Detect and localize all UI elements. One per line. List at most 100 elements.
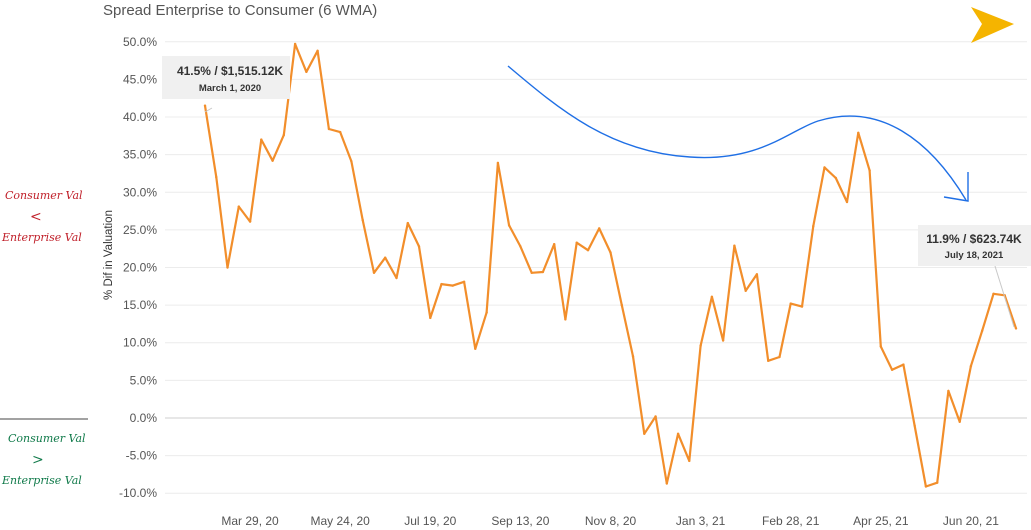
note-upper-line-2: Enterprise Val [1,231,82,244]
x-tick-label: Jun 20, 21 [943,514,999,528]
data-point [372,271,376,274]
annotation-july: 11.9% / $623.74K July 18, 2021 [918,225,1031,328]
data-point [879,345,882,348]
data-point [293,42,297,46]
data-point [800,305,804,308]
data-point [823,166,826,169]
data-point [699,344,702,347]
data-point [936,481,939,484]
annotation-date: July 18, 2021 [945,250,1004,261]
data-point [868,169,871,172]
data-point [665,482,668,485]
data-point [643,432,646,435]
data-point [564,318,567,321]
chart-title: Spread Enterprise to Consumer (6 WMA) [103,2,377,19]
data-point [282,133,285,137]
data-point [237,205,240,208]
data-point [778,355,781,359]
data-point [676,432,680,435]
data-point [496,161,500,165]
series-layer [203,42,1018,488]
data-point [339,130,342,134]
data-point [260,138,263,141]
data-point [440,282,443,286]
data-point [733,244,736,247]
y-tick-label: -10.0% [119,486,157,500]
y-tick-label: 35.0% [123,148,157,162]
data-point [890,368,894,371]
y-tick-label: 15.0% [123,298,157,312]
data-point [519,245,522,248]
data-point [271,159,274,162]
note-upper: Consumer Val < Enterprise Val [1,189,83,244]
x-axis-ticks: Mar 29, 20 May 24, 20 Jul 19, 20 Sep 13, 20… [221,514,999,528]
annotation-value: 11.9% / $623.74K [926,232,1022,246]
y-axis-ticks: 50.0% 45.0% 40.0% 35.0% 30.0% 25.0% 20.0% 15.0%… [119,35,157,500]
data-point [1014,327,1018,330]
x-tick-label: Jul 19, 20 [404,514,456,528]
data-point [755,273,759,276]
y-tick-label: 25.0% [123,223,157,237]
data-point [215,176,218,179]
data-point [474,347,477,350]
data-point [203,104,207,107]
data-point [609,251,612,254]
x-tick-label: Feb 28, 21 [762,514,820,528]
x-tick-label: May 24, 20 [310,514,370,528]
note-lower-line-2: Enterprise Val [1,474,82,487]
data-point [969,364,973,368]
data-point [541,270,545,274]
y-tick-label: 40.0% [123,110,157,124]
data-point [462,280,466,283]
x-tick-label: Jan 3, 21 [676,514,726,528]
data-point [248,220,252,223]
data-point [598,227,601,230]
data-point [575,241,578,244]
chevron-right-logo-icon [971,7,1014,43]
data-point [553,243,556,246]
data-point [834,176,837,180]
data-point [620,303,623,307]
series-line [203,42,1018,488]
data-point [384,256,387,259]
annotation-march: 41.5% / $1,515.12K March 1, 2020 [162,56,290,113]
y-tick-label: 50.0% [123,35,157,49]
data-point [327,127,331,131]
data-point [913,424,916,427]
data-point [305,70,308,74]
annotation-date: March 1, 2020 [199,83,261,94]
x-tick-label: Mar 29, 20 [221,514,279,528]
data-point [688,459,691,463]
note-lower-symbol: > [32,452,44,468]
y-tick-label: -5.0% [126,449,158,463]
note-upper-line-1: Consumer Val [5,189,83,202]
data-point [924,485,928,488]
x-tick-label: Nov 8, 20 [585,514,637,528]
data-point [812,224,815,228]
data-point [429,316,432,320]
data-point [845,200,849,204]
annotation-box [162,56,290,99]
data-point [350,160,353,163]
data-point [981,329,984,332]
data-point [226,266,229,269]
data-point [417,245,421,248]
data-point [406,221,409,225]
y-tick-label: 30.0% [123,185,157,199]
data-point [857,131,860,134]
data-point [744,289,747,292]
data-point [958,420,961,423]
data-point [361,218,364,222]
gridlines [165,41,1027,494]
data-point [947,389,950,393]
data-point [654,415,657,418]
data-point [316,49,319,52]
x-tick-label: Sep 13, 20 [491,514,549,528]
note-upper-symbol: < [30,209,42,225]
data-point [789,302,792,305]
data-point [530,271,533,274]
y-tick-label: 10.0% [123,336,157,350]
note-lower: Consumer Val > Enterprise Val [1,432,86,487]
data-point [395,276,398,280]
data-point [451,284,454,287]
